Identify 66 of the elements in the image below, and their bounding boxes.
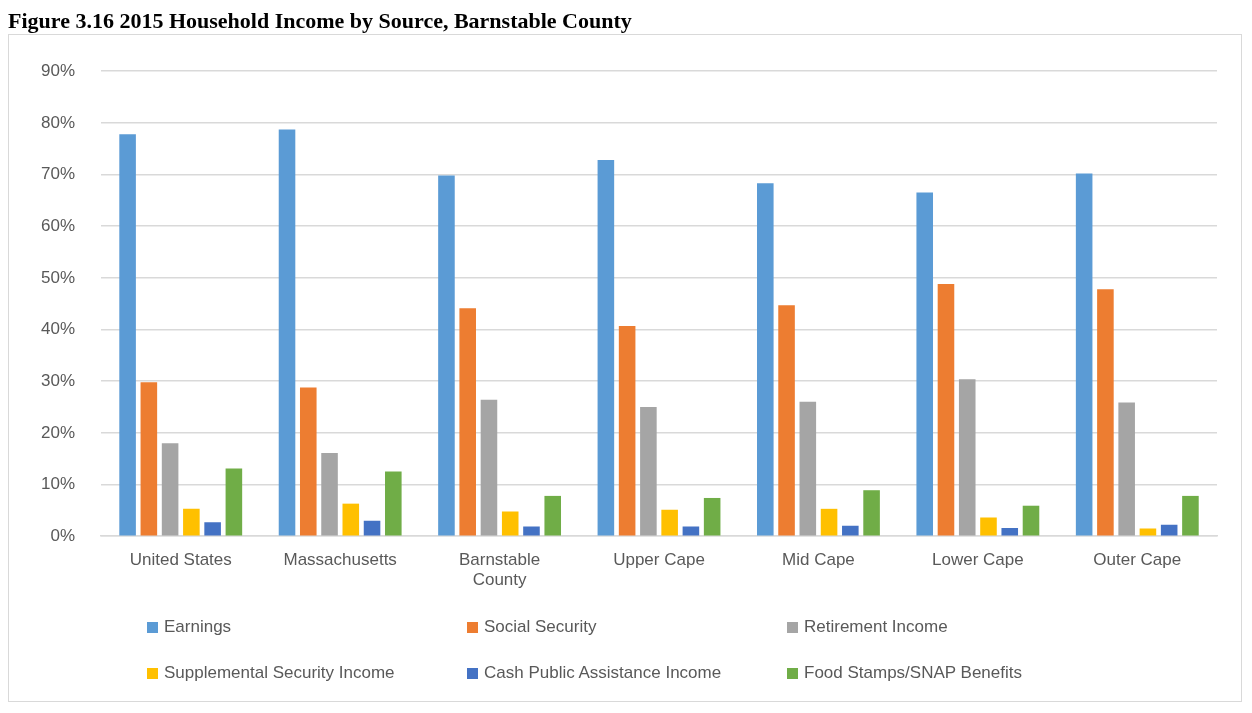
bar bbox=[363, 520, 381, 536]
x-tick-label: Mid Cape bbox=[782, 550, 855, 570]
bar bbox=[597, 160, 615, 536]
legend-label: Earnings bbox=[164, 616, 232, 638]
bar bbox=[703, 497, 721, 536]
y-tick-label: 30% bbox=[40, 370, 76, 390]
x-tick-label: Outer Cape bbox=[1093, 550, 1182, 570]
bar bbox=[225, 468, 243, 536]
y-tick-label: 60% bbox=[40, 215, 76, 235]
bar bbox=[299, 387, 317, 536]
bar bbox=[523, 526, 540, 536]
bar bbox=[1182, 495, 1199, 536]
bar bbox=[342, 503, 360, 536]
chart-title: Figure 3.16 2015 Household Income by Source, Barnstable County bbox=[8, 8, 633, 34]
bar bbox=[661, 509, 678, 536]
y-tick-label: 0% bbox=[50, 525, 76, 545]
bar bbox=[438, 175, 455, 536]
bar bbox=[385, 471, 402, 536]
bar bbox=[1139, 528, 1157, 536]
bar bbox=[1118, 402, 1135, 536]
bar bbox=[1001, 527, 1019, 536]
legend-label: Food Stamps/SNAP Benefits bbox=[804, 662, 1022, 684]
bar bbox=[161, 443, 179, 536]
bar bbox=[1022, 505, 1040, 536]
bar bbox=[980, 517, 997, 536]
y-tick-label: 50% bbox=[40, 267, 76, 287]
legend-label: Retirement Income bbox=[804, 616, 948, 638]
bar bbox=[618, 325, 636, 536]
bar bbox=[544, 495, 562, 536]
legend-label: Cash Public Assistance Income bbox=[484, 662, 722, 684]
legend-label: Supplemental Security Income bbox=[164, 662, 395, 684]
bar bbox=[958, 379, 976, 536]
bar bbox=[820, 508, 838, 536]
bar bbox=[682, 526, 700, 536]
bar bbox=[459, 308, 476, 536]
bar bbox=[1097, 289, 1114, 536]
bar bbox=[480, 399, 498, 536]
y-tick-label: 20% bbox=[40, 422, 76, 442]
x-tick-label: Lower Cape bbox=[932, 550, 1024, 570]
bar bbox=[183, 508, 200, 536]
bar bbox=[757, 183, 774, 536]
bar bbox=[278, 129, 296, 536]
x-tick-label: Massachusetts bbox=[283, 550, 397, 570]
x-tick-label: Barnstable County bbox=[458, 550, 541, 590]
bar bbox=[640, 407, 657, 536]
bar bbox=[799, 401, 817, 536]
y-tick-label: 10% bbox=[40, 474, 76, 494]
y-tick-label: 70% bbox=[40, 164, 76, 184]
x-tick-label: United States bbox=[129, 550, 232, 570]
y-tick-label: 90% bbox=[40, 60, 76, 80]
bar bbox=[204, 522, 221, 536]
y-tick-label: 40% bbox=[40, 319, 76, 339]
bar bbox=[140, 382, 158, 536]
bar bbox=[501, 511, 519, 536]
bar bbox=[937, 284, 955, 536]
bar bbox=[842, 525, 859, 536]
x-tick-label: Upper Cape bbox=[613, 550, 705, 570]
legend-label: Social Security bbox=[484, 616, 597, 638]
bar bbox=[778, 305, 795, 536]
y-tick-label: 80% bbox=[40, 112, 76, 132]
bar bbox=[119, 134, 136, 536]
bar bbox=[321, 453, 338, 536]
bar bbox=[863, 490, 880, 536]
bar bbox=[1075, 173, 1093, 536]
bar bbox=[916, 192, 934, 536]
bar bbox=[1160, 524, 1178, 536]
